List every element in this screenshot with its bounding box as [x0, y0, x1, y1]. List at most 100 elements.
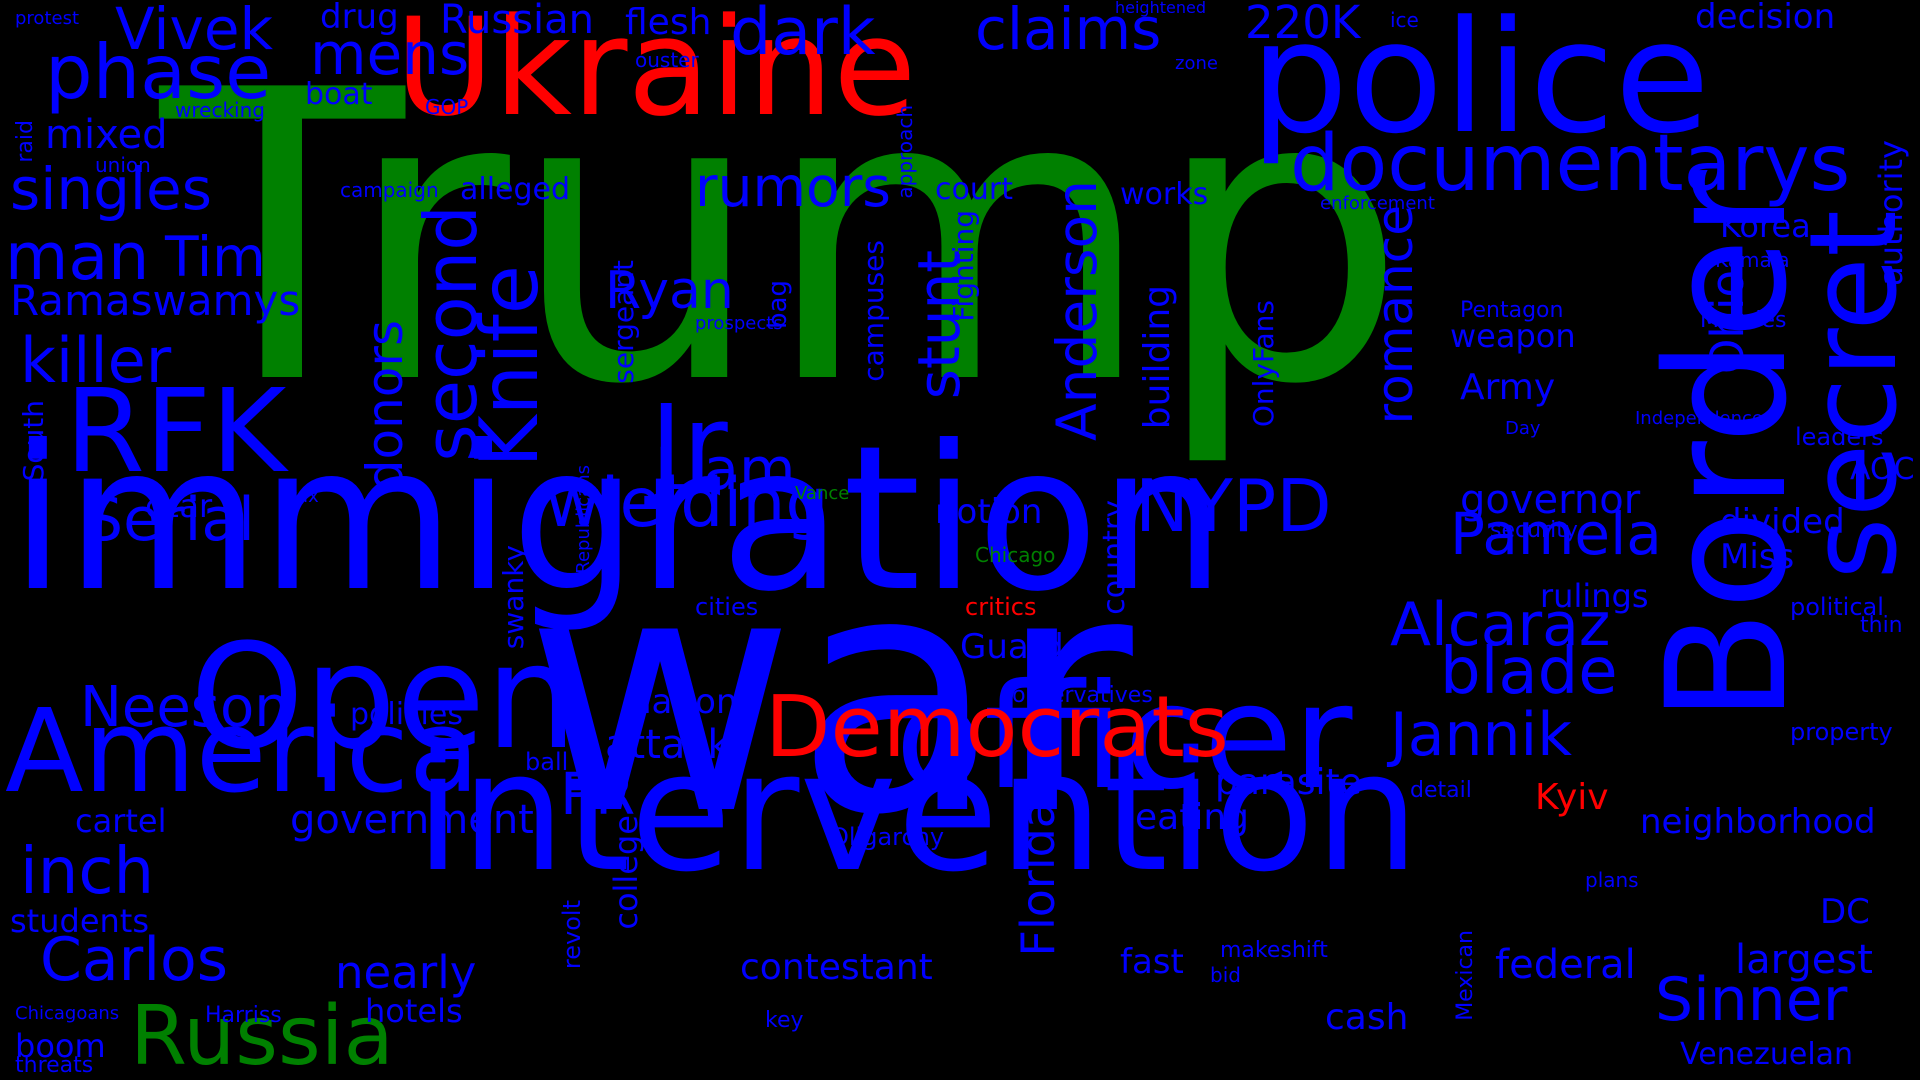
cloud-word: nearly	[335, 946, 477, 999]
cloud-word: officer	[895, 653, 1353, 822]
cloud-word: Alcaraz	[1390, 590, 1611, 660]
cloud-word: Pamela	[1450, 500, 1662, 568]
cloud-word: largest	[1735, 937, 1873, 983]
cloud-word: notion	[935, 492, 1043, 532]
cloud-word: detail	[1410, 778, 1472, 803]
cloud-word: inch	[20, 835, 155, 909]
cloud-word: Harriss	[205, 1003, 282, 1028]
cloud-word: key	[765, 1008, 804, 1033]
cloud-word: boat	[305, 77, 373, 112]
cloud-word: revolt	[558, 900, 586, 970]
cloud-word: killer	[20, 324, 172, 397]
cloud-word: country	[1097, 500, 1132, 615]
cloud-word: governor	[1460, 477, 1641, 523]
cloud-word: 220K	[1245, 0, 1361, 49]
cloud-word: GOP	[425, 95, 469, 119]
cloud-word: Vivek	[115, 0, 274, 63]
cloud-word: Liam	[655, 435, 796, 503]
cloud-word: South	[17, 400, 50, 482]
cloud-word: Independence	[1635, 408, 1764, 429]
cloud-word: authority	[1872, 140, 1910, 286]
cloud-word: thin	[1860, 613, 1903, 638]
cloud-word: security	[1490, 518, 1578, 543]
cloud-word: donors	[356, 320, 414, 492]
cloud-word: enforcement	[1320, 193, 1435, 214]
cloud-word: government	[290, 797, 534, 843]
cloud-word: students	[10, 902, 149, 940]
cloud-word: college	[607, 815, 645, 930]
cloud-word: works	[1120, 177, 1209, 212]
cloud-word: Vance	[795, 483, 850, 504]
cloud-word: Russian	[440, 0, 595, 43]
cloud-word: divided	[1720, 502, 1845, 542]
cloud-word: building	[1137, 285, 1178, 430]
cloud-word: attack	[605, 722, 731, 768]
cloud-word: Oligarchy	[830, 823, 945, 851]
cloud-word: eating	[1135, 797, 1249, 838]
cloud-word: dark	[730, 0, 876, 70]
cloud-word: neighborhood	[1640, 802, 1876, 842]
cloud-word: Chicagoans	[15, 1003, 120, 1024]
cloud-word: Korea	[1720, 207, 1811, 245]
cloud-word: PR	[560, 760, 636, 828]
cloud-word: fast	[1120, 942, 1184, 982]
cloud-word: conservatives	[1000, 683, 1153, 708]
cloud-word: Kyiv	[1535, 777, 1609, 818]
cloud-word: Day	[1505, 418, 1541, 439]
cloud-word: cities	[695, 593, 759, 621]
cloud-word: Florida	[1011, 800, 1065, 957]
cloud-word: weapon	[1450, 317, 1576, 355]
cloud-word: romance	[1366, 205, 1424, 425]
cloud-word: Massies	[1700, 308, 1787, 333]
cloud-word: Jannik	[1390, 700, 1572, 770]
cloud-word: Democrats	[765, 678, 1229, 777]
cloud-word: man	[5, 220, 150, 295]
cloud-word: Chicago	[975, 543, 1056, 567]
cloud-word: leaders	[1795, 423, 1884, 451]
cloud-word: property	[1790, 718, 1893, 746]
cloud-word: Guard	[960, 627, 1064, 667]
cloud-word: swanky	[497, 545, 530, 650]
cloud-word: plans	[1585, 868, 1639, 892]
cloud-word: ouster	[635, 48, 699, 72]
cloud-word: tax	[290, 486, 319, 507]
cloud-word: OnlyFans	[1247, 300, 1280, 428]
cloud-word: campaign	[340, 178, 439, 202]
cloud-word: singles	[10, 155, 212, 223]
cloud-word: documentarys	[1290, 119, 1851, 209]
cloud-word: czar	[145, 487, 213, 525]
cloud-word: Army	[1460, 367, 1556, 408]
cloud-word: war	[525, 503, 1133, 887]
cloud-word: Tim	[165, 225, 266, 289]
cloud-word: Pentagon	[1460, 298, 1564, 323]
cloud-word: policies	[350, 697, 463, 732]
cloud-word: raid	[13, 120, 38, 163]
cloud-word: ice	[1390, 8, 1419, 32]
cloud-word: Kamala	[1715, 248, 1790, 272]
cloud-word: wrecking	[175, 98, 265, 122]
cloud-word: court	[935, 172, 1013, 207]
cloud-word: Russia	[130, 989, 394, 1080]
cloud-word: America	[5, 685, 480, 819]
cloud-word: Republicans	[573, 465, 594, 574]
cloud-word: Trump	[160, 7, 1408, 472]
cloud-word: Ramaswamys	[10, 276, 301, 325]
cloud-word: NYPD	[1135, 464, 1332, 548]
cloud-word: Jr	[650, 381, 728, 509]
cloud-word: boom	[15, 1027, 106, 1065]
cloud-word: ball	[525, 748, 569, 776]
cloud-word: approach	[893, 105, 917, 199]
cloud-word: Miss	[1720, 537, 1795, 577]
cloud-word: blade	[1440, 635, 1618, 709]
cloud-word: RFK	[65, 365, 287, 499]
cloud-word: AOC	[1850, 452, 1915, 487]
cloud-word: rulings	[1540, 577, 1649, 615]
cloud-word: political	[1790, 593, 1884, 621]
cloud-word: Sinner	[1655, 965, 1848, 1035]
cloud-word: Anderson	[1045, 180, 1109, 442]
cloud-word: Ukraine	[395, 0, 917, 146]
cloud-word: Fighting	[947, 210, 980, 322]
cloud-word: police	[1250, 0, 1710, 168]
cloud-word: hotels	[365, 992, 463, 1030]
